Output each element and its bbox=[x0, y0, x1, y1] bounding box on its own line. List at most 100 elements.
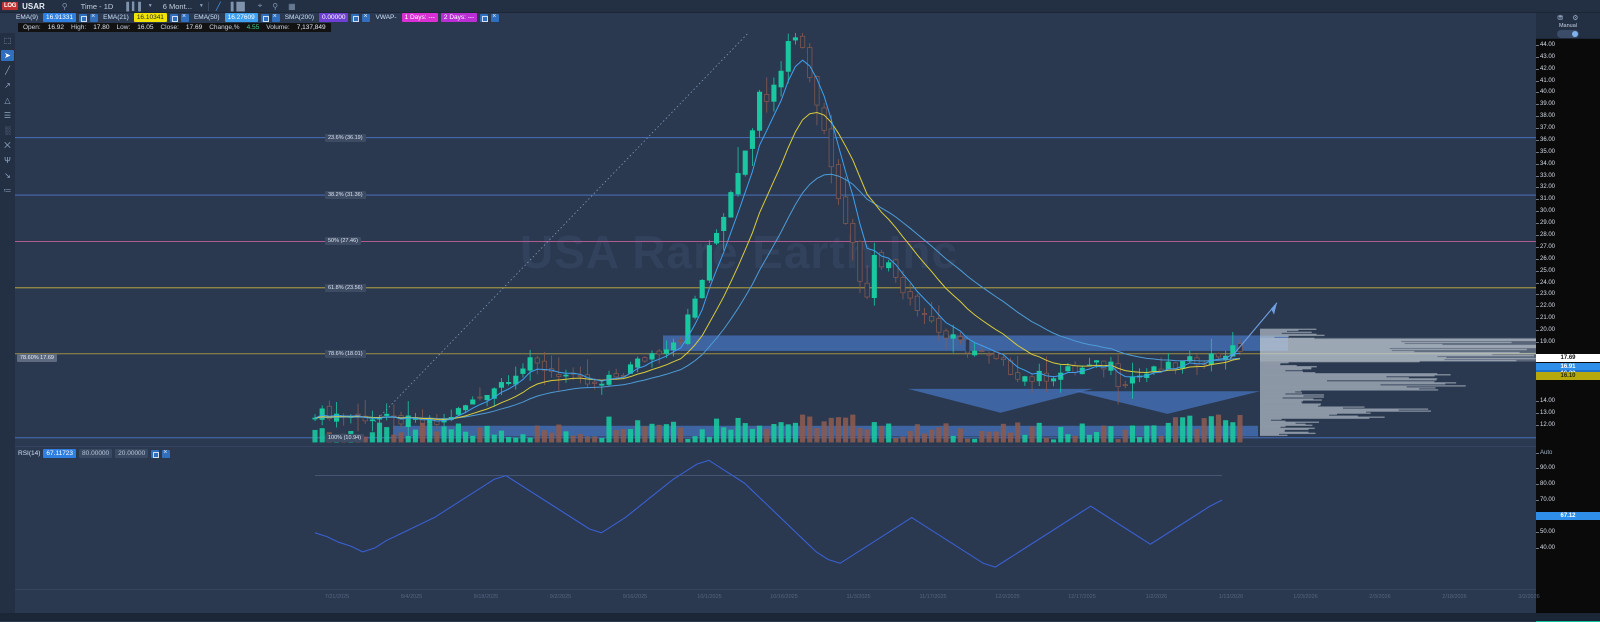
study-legend: EMA(9) 16.91331 EMA(21) 16.10341 EMA(50)… bbox=[14, 12, 500, 22]
study-close-icon[interactable] bbox=[90, 12, 99, 22]
rsi-close-icon[interactable] bbox=[162, 448, 171, 458]
time-axis-tick: 8/18/2025 bbox=[473, 594, 499, 600]
price-axis-tick: 12.00 bbox=[1535, 422, 1556, 429]
time-axis-tick: 9/16/2025 bbox=[622, 594, 648, 600]
study-close-icon[interactable] bbox=[271, 12, 280, 22]
fib-level-label: 38.2% (31.36) bbox=[325, 191, 366, 200]
time-axis-tick: 12/17/2025 bbox=[1068, 594, 1096, 600]
axis-mode-label: Manual bbox=[1558, 23, 1578, 29]
price-axis-tick: 39.00 bbox=[1535, 101, 1556, 108]
open-label: Open: bbox=[23, 24, 41, 31]
study-settings-icon[interactable] bbox=[480, 13, 489, 22]
study-settings-icon[interactable] bbox=[351, 13, 360, 22]
close-value: 17.69 bbox=[185, 24, 203, 31]
study-settings-icon[interactable] bbox=[79, 13, 88, 22]
price-tag-last-price: 17.69 bbox=[1536, 353, 1600, 362]
price-axis-tick: 38.00 bbox=[1535, 113, 1556, 120]
rsi-axis-tick: 50.00 bbox=[1535, 529, 1556, 535]
high-label: High: bbox=[71, 24, 87, 31]
search-icon[interactable]: ⚲ bbox=[272, 1, 279, 11]
rsi-canvas bbox=[314, 459, 1223, 568]
compare-icon[interactable]: ⚲ bbox=[61, 1, 68, 11]
study-close-icon[interactable] bbox=[362, 12, 371, 22]
histogram-icon[interactable]: ▌█▌ bbox=[230, 1, 248, 11]
price-chart[interactable]: USA Rare Earth Inc 0% (45.99)23.6% (36.1… bbox=[15, 33, 1536, 443]
price-axis-tick: 34.00 bbox=[1535, 160, 1556, 167]
trendline-icon[interactable]: ╱ bbox=[215, 1, 221, 11]
rsi-panel[interactable]: RSI(14) 67.11723 80.00000 20.00000 bbox=[15, 446, 1536, 589]
study-close-icon[interactable] bbox=[180, 12, 189, 22]
study-name-ema9: EMA(9) bbox=[16, 14, 39, 21]
price-axis-tick: 28.00 bbox=[1535, 232, 1556, 239]
price-axis-tick: 24.00 bbox=[1535, 279, 1556, 286]
time-axis-tick: 1/2/2026 bbox=[1145, 594, 1168, 600]
volume-value: 7,137,849 bbox=[296, 24, 326, 31]
range-selector[interactable]: 6 Mont... bbox=[162, 1, 192, 11]
text-icon[interactable]: ☰ bbox=[3, 111, 12, 120]
left-price-tag: 78.60% 17.69 bbox=[17, 353, 57, 362]
gear-icon[interactable]: ⚙ bbox=[1572, 15, 1579, 22]
close-label: Close: bbox=[160, 24, 179, 31]
time-axis-tick: 7/21/2025 bbox=[324, 594, 350, 600]
price-axis-tick: 25.00 bbox=[1535, 267, 1556, 274]
price-axis-tick: 13.00 bbox=[1535, 410, 1556, 417]
time-axis-tick: 9/2/2025 bbox=[549, 594, 572, 600]
price-axis-tick: 20.00 bbox=[1535, 327, 1556, 334]
price-axis-tick: 43.00 bbox=[1535, 53, 1556, 60]
price-axis-tick: 40.00 bbox=[1535, 89, 1556, 96]
cursor-icon[interactable]: ➤ bbox=[1, 50, 14, 61]
price-axis-tick: 26.00 bbox=[1535, 255, 1556, 262]
chevron-down-icon[interactable]: ▼ bbox=[198, 3, 204, 9]
pitchfork-icon[interactable]: △ bbox=[4, 96, 11, 105]
price-axis-tick: 31.00 bbox=[1535, 196, 1556, 203]
divider bbox=[207, 1, 209, 11]
price-axis-tick: 32.00 bbox=[1535, 184, 1556, 191]
price-axis-tick: 29.00 bbox=[1535, 220, 1556, 227]
price-axis-tick: 14.00 bbox=[1535, 398, 1556, 405]
rsi-axis-tick: 40.00 bbox=[1535, 545, 1556, 551]
app-logo: LOG bbox=[2, 2, 19, 10]
price-tag-ema21: 16.10 bbox=[1536, 372, 1600, 381]
study-name-sma200: SMA(200) bbox=[284, 14, 314, 21]
timeframe-selector[interactable]: Time - 1D bbox=[80, 1, 114, 11]
time-axis-tick: 2/18/2026 bbox=[1442, 594, 1467, 600]
study-value-ema50: 16.27609 bbox=[224, 13, 258, 22]
ray-icon[interactable]: ↗ bbox=[4, 81, 11, 90]
bar-style-icon[interactable]: ▌▍▌ bbox=[126, 1, 144, 11]
study-settings-icon[interactable] bbox=[260, 13, 269, 22]
rsi-upper-band: 80.00000 bbox=[79, 449, 113, 458]
trendline-icon[interactable]: ╱ bbox=[5, 66, 10, 75]
crosshair-icon[interactable]: ⌖ bbox=[257, 1, 263, 10]
study-settings-icon[interactable] bbox=[169, 13, 178, 22]
study-close-icon[interactable] bbox=[491, 12, 500, 22]
arrow-icon[interactable]: ↘ bbox=[4, 171, 11, 180]
fib-level-label: 23.6% (36.19) bbox=[325, 133, 366, 142]
axis-mode-toggle[interactable] bbox=[1557, 30, 1579, 38]
price-axis-tick: 22.00 bbox=[1535, 303, 1556, 310]
fib-icon[interactable]: ░ bbox=[4, 126, 11, 135]
study-name-vwap: VWAP- bbox=[375, 14, 397, 21]
open-value: 16.92 bbox=[47, 24, 64, 31]
status-bar bbox=[0, 613, 1600, 621]
price-tag-ema9: 16.91 bbox=[1536, 362, 1600, 371]
drawing-tool-rail: ⬚ ➤ ╱ ↗ △ ☰ ░ ⨉ Ψ ↘ ≔ bbox=[0, 33, 15, 621]
price-axis-tick: 37.00 bbox=[1535, 125, 1556, 132]
price-axis[interactable]: ⛃ ⚙ Manual 44.00 43.00 42.00 41.00 40.00 39.0… bbox=[1535, 13, 1600, 622]
rsi-legend: RSI(14) 67.11723 80.00000 20.00000 bbox=[18, 448, 171, 458]
price-axis-tick: 19.00 bbox=[1535, 338, 1556, 345]
rsi-current-tag: 67.12 bbox=[1536, 512, 1600, 520]
pattern-icon[interactable]: ⨉ bbox=[4, 140, 11, 150]
lock-icon[interactable]: ⛃ bbox=[1557, 15, 1564, 22]
rsi-settings-icon[interactable] bbox=[151, 449, 160, 458]
chevron-down-icon[interactable]: ▼ bbox=[147, 3, 153, 9]
high-value: 17.80 bbox=[93, 24, 110, 31]
list-icon[interactable]: ≔ bbox=[3, 186, 12, 195]
study-value-sma200: 0.00000 bbox=[318, 13, 349, 22]
selection-icon[interactable]: ⬚ bbox=[3, 36, 12, 45]
symbol-label[interactable]: USAR bbox=[22, 1, 45, 11]
forecast-icon[interactable]: Ψ bbox=[4, 156, 11, 165]
top-toolbar: LOG USAR ⚲ Time - 1D ▌▍▌ ▼ 6 Mont... ▼ ╱… bbox=[0, 0, 1600, 13]
change-label: Change,% bbox=[209, 24, 240, 31]
price-axis-tick: 42.00 bbox=[1535, 65, 1556, 72]
layout-icon[interactable]: ▦ bbox=[288, 1, 296, 11]
